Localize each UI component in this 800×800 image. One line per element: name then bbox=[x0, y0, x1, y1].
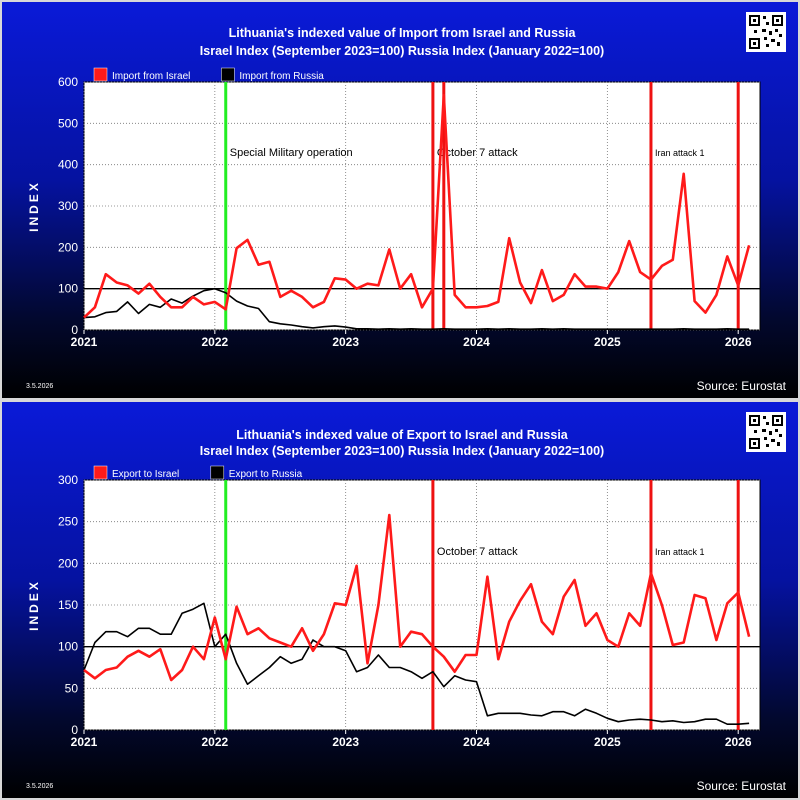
y-axis-label: INDEX bbox=[27, 579, 41, 631]
x-tick-label: 2021 bbox=[71, 335, 98, 349]
import-line-chart: 0100200300400500600202120222023202420252… bbox=[2, 2, 798, 398]
legend-swatch bbox=[221, 68, 234, 81]
y-tick-label: 250 bbox=[58, 515, 78, 529]
event-label: October 7 attack bbox=[437, 546, 518, 558]
event-label: Iran attack 1 bbox=[655, 547, 705, 557]
chart-date: 3.5.2026 bbox=[26, 783, 53, 790]
x-tick-label: 2025 bbox=[594, 735, 621, 749]
legend-swatch bbox=[94, 466, 107, 479]
legend-swatch bbox=[94, 68, 107, 81]
x-tick-label: 2022 bbox=[201, 735, 228, 749]
y-tick-label: 100 bbox=[58, 640, 78, 654]
y-tick-label: 400 bbox=[58, 158, 78, 172]
y-tick-label: 150 bbox=[58, 598, 78, 612]
legend-label: Import from Russia bbox=[239, 71, 324, 82]
y-tick-label: 500 bbox=[58, 116, 78, 130]
chart-source: Source: Eurostat bbox=[697, 379, 786, 393]
x-tick-label: 2024 bbox=[463, 335, 490, 349]
y-tick-label: 100 bbox=[58, 282, 78, 296]
event-label: Special Military operation bbox=[230, 147, 353, 159]
x-tick-label: 2026 bbox=[725, 735, 752, 749]
x-tick-label: 2025 bbox=[594, 335, 621, 349]
legend-label: Export to Israel bbox=[112, 469, 179, 480]
export-chart-panel: Lithuania's indexed value of Export to I… bbox=[0, 400, 800, 800]
export-line-chart: 0501001502002503002021202220232024202520… bbox=[2, 402, 798, 798]
y-tick-label: 600 bbox=[58, 75, 78, 89]
y-tick-label: 200 bbox=[58, 556, 78, 570]
y-tick-label: 300 bbox=[58, 199, 78, 213]
x-tick-label: 2023 bbox=[332, 335, 359, 349]
x-tick-label: 2022 bbox=[201, 335, 228, 349]
x-tick-label: 2021 bbox=[71, 735, 98, 749]
event-label: October 7 attack bbox=[437, 147, 518, 159]
y-tick-label: 50 bbox=[65, 681, 79, 695]
x-tick-label: 2026 bbox=[725, 335, 752, 349]
y-axis-label: INDEX bbox=[27, 180, 41, 232]
plot-area bbox=[84, 480, 760, 730]
legend-label: Export to Russia bbox=[229, 469, 303, 480]
x-tick-label: 2024 bbox=[463, 735, 490, 749]
plot-area bbox=[84, 82, 760, 330]
legend-label: Import from Israel bbox=[112, 71, 190, 82]
chart-date: 3.5.2026 bbox=[26, 383, 53, 390]
y-tick-label: 200 bbox=[58, 240, 78, 254]
legend-swatch bbox=[211, 466, 224, 479]
chart-source: Source: Eurostat bbox=[697, 779, 786, 793]
x-tick-label: 2023 bbox=[332, 735, 359, 749]
y-tick-label: 300 bbox=[58, 473, 78, 487]
import-chart-panel: Lithuania's indexed value of Import from… bbox=[0, 0, 800, 400]
event-label: Iran attack 1 bbox=[655, 148, 705, 158]
